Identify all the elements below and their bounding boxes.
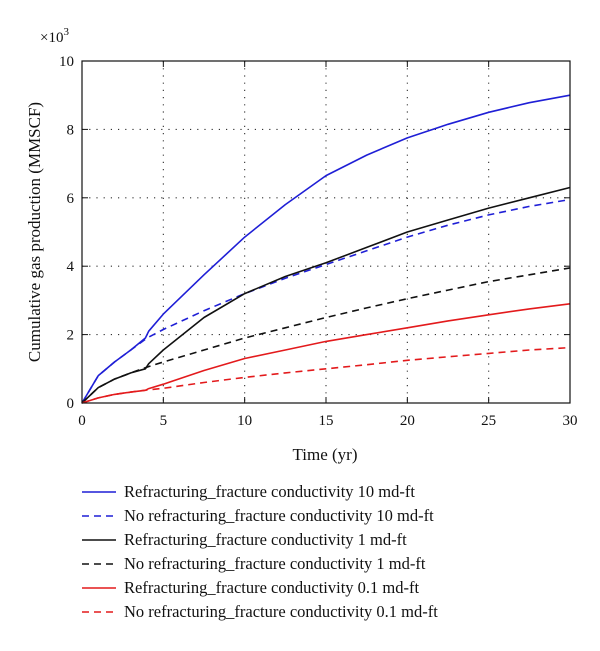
legend-label: Refracturing_fracture conductivity 1 md-… xyxy=(124,530,407,549)
legend: Refracturing_fracture conductivity 10 md… xyxy=(82,480,582,624)
series-line xyxy=(81,303,571,404)
series-line xyxy=(81,346,571,404)
x-tick-label: 0 xyxy=(78,413,86,429)
series-line xyxy=(81,198,571,404)
y-axis-ticks: 0 2 4 6 8 10 xyxy=(59,54,570,412)
legend-swatch xyxy=(82,539,116,541)
legend-label: No refracturing_fracture conductivity 0.… xyxy=(124,602,438,621)
y-tick-label: 0 xyxy=(67,396,75,412)
legend-label: Refracturing_fracture conductivity 0.1 m… xyxy=(124,578,420,597)
y-tick-label: 10 xyxy=(59,54,74,70)
x-tick-label: 10 xyxy=(237,413,252,429)
legend-item: Refracturing_fracture conductivity 10 md… xyxy=(82,480,582,504)
y-tick-label: 4 xyxy=(67,259,75,275)
series-lines xyxy=(81,94,571,404)
legend-swatch xyxy=(82,611,116,613)
legend-item: No refracturing_fracture conductivity 1 … xyxy=(82,552,582,576)
series-line xyxy=(81,267,571,404)
grid-lines xyxy=(82,61,570,403)
legend-item: Refracturing_fracture conductivity 1 md-… xyxy=(82,528,582,552)
legend-label: Refracturing_fracture conductivity 10 md… xyxy=(124,482,415,501)
x-axis-label: Time (yr) xyxy=(292,445,357,464)
x-tick-label: 30 xyxy=(563,413,578,429)
legend-item: No refracturing_fracture conductivity 10… xyxy=(82,504,582,528)
legend-swatch xyxy=(82,515,116,517)
x-tick-label: 25 xyxy=(481,413,496,429)
y-tick-label: 8 xyxy=(67,122,75,138)
y-tick-label: 6 xyxy=(67,191,75,207)
legend-swatch xyxy=(82,587,116,589)
x-tick-label: 20 xyxy=(400,413,415,429)
legend-swatch xyxy=(82,491,116,493)
x-axis-ticks: 0 5 10 15 20 25 30 xyxy=(78,61,578,429)
y-tick-label: 2 xyxy=(67,328,75,344)
x-tick-label: 5 xyxy=(160,413,168,429)
x-tick-label: 15 xyxy=(319,413,334,429)
legend-swatch xyxy=(82,563,116,565)
line-chart: 0 5 10 15 20 25 30 0 2 4 6 8 10 ×103 Time (yr) Cumu… xyxy=(25,26,578,464)
legend-label: No refracturing_fracture conductivity 10… xyxy=(124,506,434,525)
legend-label: No refracturing_fracture conductivity 1 … xyxy=(124,554,426,573)
legend-item: No refracturing_fracture conductivity 0.… xyxy=(82,600,582,624)
y-axis-multiplier: ×103 xyxy=(40,26,69,46)
y-axis-label: Cumulative gas production (MMSCF) xyxy=(25,102,44,362)
legend-item: Refracturing_fracture conductivity 0.1 m… xyxy=(82,576,582,600)
